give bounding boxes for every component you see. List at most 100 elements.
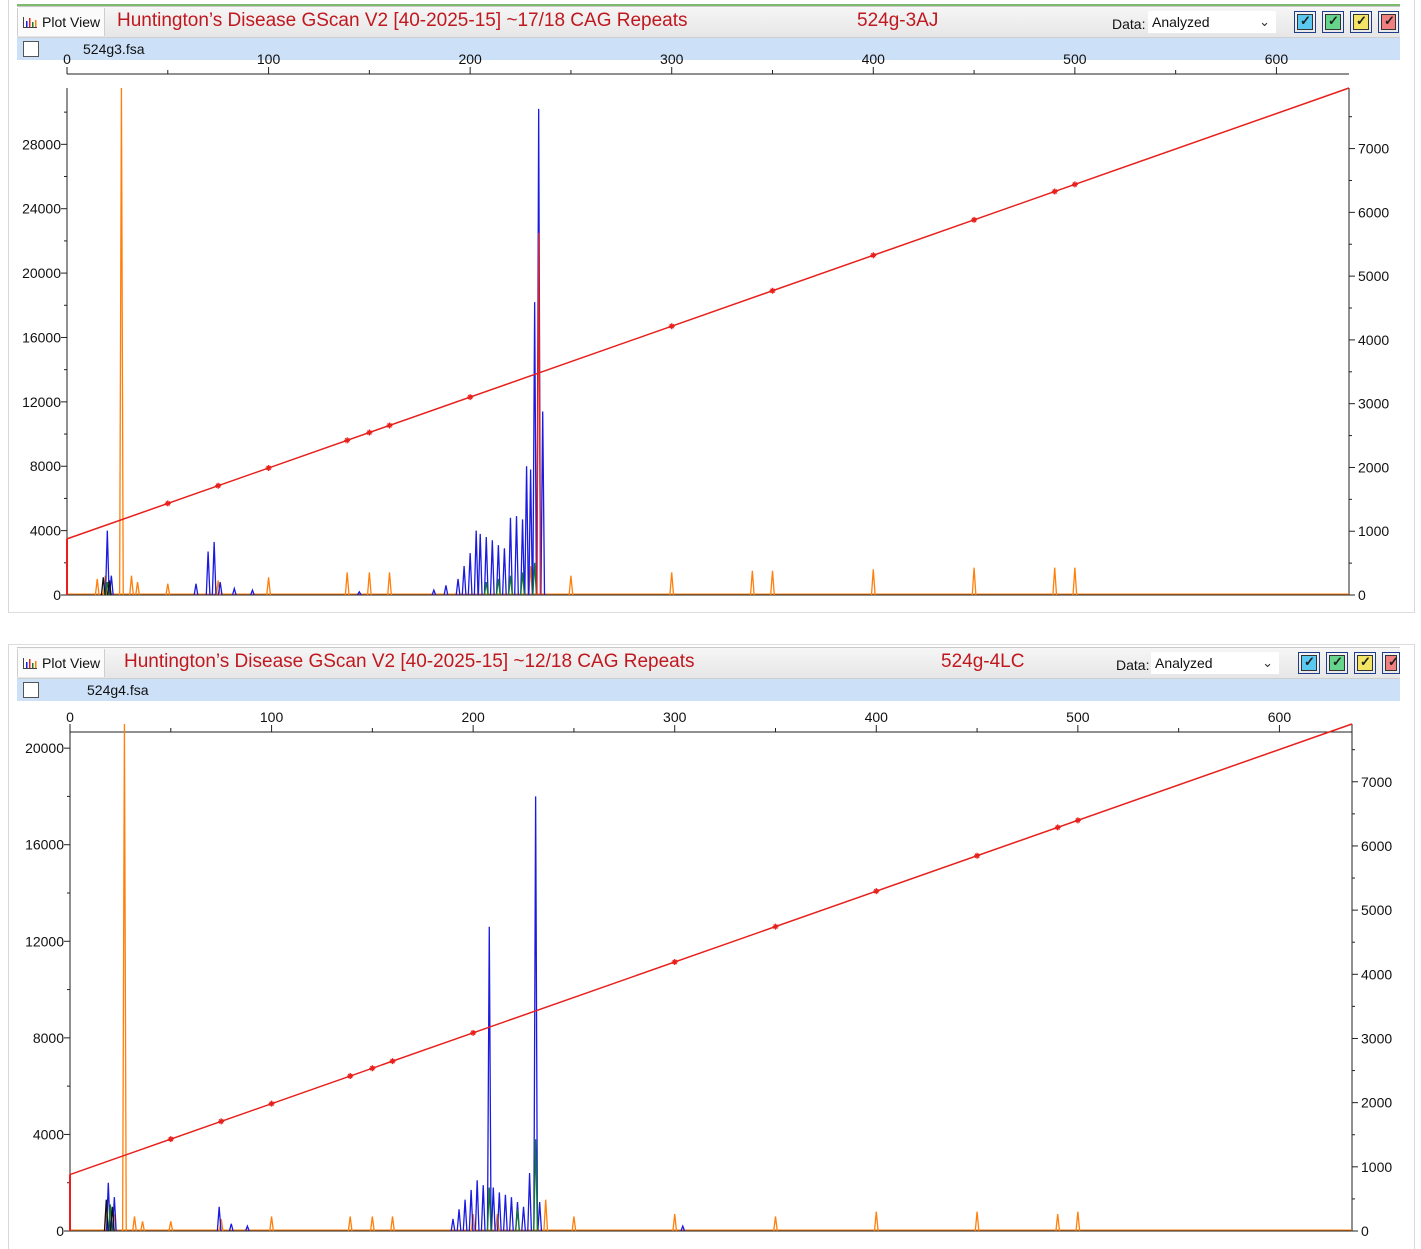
plot-view-tab[interactable]: Plot View bbox=[17, 649, 106, 677]
chevron-down-icon: ⌄ bbox=[1259, 14, 1270, 29]
check-icon: ✓ bbox=[1328, 13, 1339, 28]
data-label: Data: bbox=[1116, 657, 1150, 673]
y-right-tick-label: 1000 bbox=[1358, 523, 1389, 539]
y-right-tick-label: 0 bbox=[1358, 587, 1366, 603]
peak-blue bbox=[477, 533, 483, 596]
peak-blue bbox=[443, 585, 449, 596]
y-right-tick-label: 6000 bbox=[1361, 838, 1392, 854]
size-standard-marker bbox=[167, 1136, 174, 1143]
sizing-curve bbox=[69, 723, 1353, 1176]
x-tick-label: 300 bbox=[663, 709, 687, 725]
peak-blue bbox=[455, 578, 461, 596]
x-tick-label: 400 bbox=[865, 709, 889, 725]
peak-orange bbox=[873, 1211, 879, 1232]
peak-blue bbox=[521, 1206, 526, 1232]
size-standard-marker bbox=[164, 500, 171, 507]
y-right-tick-label: 0 bbox=[1361, 1223, 1369, 1239]
size-standard-marker bbox=[467, 394, 474, 401]
dye-toggle-red[interactable]: ✓ bbox=[1382, 652, 1400, 674]
peak-orange bbox=[672, 1214, 678, 1232]
data-dropdown[interactable]: Analyzed ⌄ bbox=[1151, 652, 1279, 674]
peak-orange bbox=[974, 1211, 980, 1232]
x-tick-label: 400 bbox=[862, 51, 886, 67]
size-standard-marker bbox=[870, 252, 877, 259]
peak-orange bbox=[571, 1216, 577, 1232]
peak-orange bbox=[749, 570, 755, 596]
peak-orange bbox=[971, 567, 977, 596]
size-standard-marker bbox=[347, 1073, 354, 1080]
y-left-tick-label: 0 bbox=[53, 587, 61, 603]
sizing-curve bbox=[66, 87, 1350, 540]
file-checkbox[interactable] bbox=[23, 682, 39, 698]
peak-orange bbox=[218, 1218, 224, 1232]
y-left-tick-label: 4000 bbox=[30, 523, 61, 539]
x-tick-label: 0 bbox=[63, 51, 71, 67]
peak-black bbox=[100, 577, 106, 596]
peak-blue bbox=[244, 1224, 250, 1232]
y-right-tick-label: 2000 bbox=[1361, 1095, 1392, 1111]
dye-toggle-yellow[interactable]: ✓ bbox=[1350, 11, 1372, 33]
peak-orange bbox=[1052, 567, 1058, 596]
file-name: 524g3.fsa bbox=[83, 41, 145, 57]
peak-blue bbox=[467, 553, 473, 596]
peak-blue bbox=[532, 302, 538, 596]
peak-orange bbox=[366, 572, 372, 596]
size-standard-marker bbox=[369, 1065, 376, 1072]
peak-blue bbox=[211, 541, 217, 596]
size-standard-marker bbox=[1074, 817, 1081, 824]
y-left-tick-label: 0 bbox=[56, 1223, 64, 1239]
bar-chart-icon bbox=[23, 17, 37, 28]
data-dropdown[interactable]: Analyzed ⌄ bbox=[1148, 11, 1276, 33]
sample-name: 524g-3AJ bbox=[857, 10, 939, 31]
dye-toggle-red[interactable]: ✓ bbox=[1378, 11, 1399, 33]
panel-title: Huntington’s Disease GScan V2 [40-2025-1… bbox=[124, 651, 695, 672]
dye-toggle-yellow[interactable]: ✓ bbox=[1354, 652, 1376, 674]
x-tick-label: 100 bbox=[260, 709, 284, 725]
x-tick-label: 200 bbox=[461, 709, 485, 725]
peak-blue bbox=[231, 586, 237, 596]
y-left-tick-label: 16000 bbox=[25, 837, 64, 853]
peak-blue bbox=[490, 1187, 496, 1232]
size-standard-marker bbox=[873, 888, 880, 895]
peak-blue bbox=[473, 530, 479, 596]
sample-name: 524g-4LC bbox=[941, 651, 1025, 672]
peak-orange bbox=[269, 1216, 275, 1232]
peak-green bbox=[532, 562, 538, 596]
y-right-tick-label: 6000 bbox=[1358, 204, 1389, 220]
peak-blue bbox=[508, 517, 513, 596]
peak-orange bbox=[344, 572, 350, 596]
panel-border-left bbox=[8, 645, 9, 1249]
active-accent bbox=[17, 4, 1400, 7]
peak-blue bbox=[480, 1185, 486, 1232]
plot-toolbar: Plot View Huntington’s Disease GScan V2 … bbox=[17, 6, 1400, 38]
peak-blue bbox=[461, 565, 467, 596]
check-icon: ✓ bbox=[1360, 654, 1371, 669]
y-left-tick-label: 20000 bbox=[25, 740, 64, 756]
size-standard-marker bbox=[974, 852, 981, 859]
dye-toggle-blue[interactable]: ✓ bbox=[1294, 11, 1316, 33]
peak-blue bbox=[495, 545, 501, 596]
y-right-tick-label: 4000 bbox=[1361, 966, 1392, 982]
dye-toggle-green[interactable]: ✓ bbox=[1322, 11, 1344, 33]
peak-blue bbox=[250, 588, 255, 596]
peak-blue bbox=[483, 537, 489, 596]
y-right-tick-label: 7000 bbox=[1361, 774, 1392, 790]
peak-blue bbox=[431, 588, 437, 596]
dye-toggle-blue[interactable]: ✓ bbox=[1298, 652, 1320, 674]
y-left-tick-label: 12000 bbox=[22, 394, 61, 410]
peak-blue bbox=[540, 411, 546, 596]
peak-blue bbox=[468, 1189, 474, 1232]
bar-chart-icon bbox=[23, 658, 37, 669]
size-standard-marker bbox=[268, 1100, 275, 1107]
y-left-tick-label: 8000 bbox=[30, 458, 61, 474]
peak-orange bbox=[135, 582, 140, 596]
dye-toggle-green[interactable]: ✓ bbox=[1326, 652, 1348, 674]
file-checkbox[interactable] bbox=[23, 41, 39, 57]
plot-view-tab[interactable]: Plot View bbox=[17, 8, 106, 36]
data-label: Data: bbox=[1112, 16, 1146, 32]
x-tick-label: 300 bbox=[660, 51, 684, 67]
chevron-down-icon: ⌄ bbox=[1262, 655, 1273, 670]
peak-orange bbox=[165, 583, 171, 596]
electropherogram-chart-2: 0 100 200 300 400 500 600040008000120001600020… bbox=[25, 709, 1392, 1239]
x-tick-label: 100 bbox=[257, 51, 281, 67]
